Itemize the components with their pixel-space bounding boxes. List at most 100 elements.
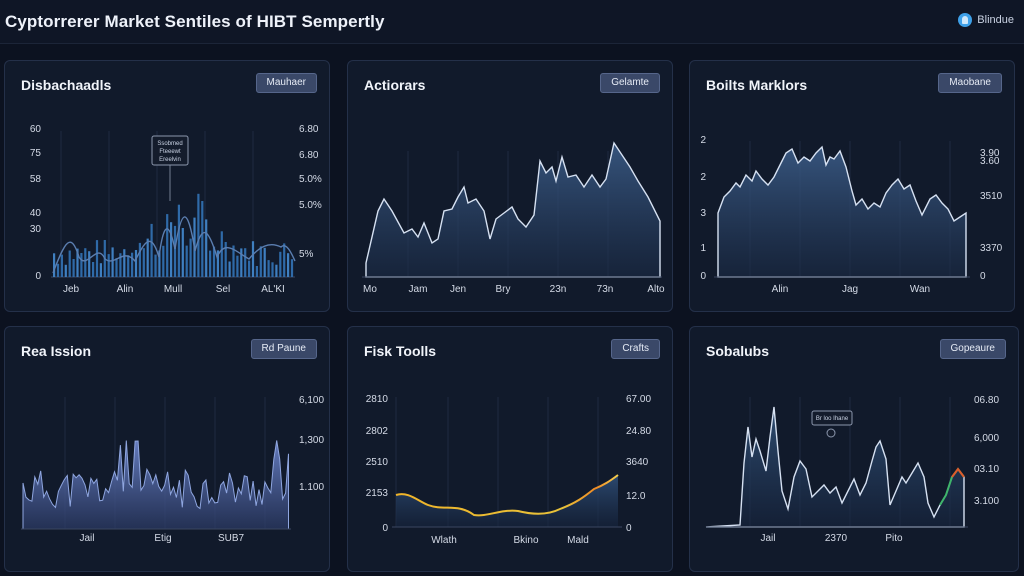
y-axis-right: 06.80 6,000 03.10 3.100 — [974, 395, 999, 507]
y-right-tick: 0 — [626, 523, 632, 534]
area-chart: Mo Jam Jen Bry 23n 73n Alto — [362, 141, 665, 295]
app-title: Cyptorrerer Market Sentiles of HIBT Semp… — [5, 12, 385, 31]
chart-bar — [209, 250, 212, 277]
chart-bar — [220, 231, 223, 277]
y-right-tick: 5.0% — [299, 200, 322, 211]
panel-action-button[interactable]: Gopeaure — [939, 339, 1006, 359]
x-tick: Jam — [409, 284, 428, 295]
panel-boilts-marklors: Boilts Marklors Maobane 2 2 3 1 0 3.90 3… — [689, 60, 1015, 312]
tooltip-line: Ereelvin — [159, 157, 181, 163]
user-menu[interactable]: Blindue — [958, 13, 1014, 27]
y-left-tick: 30 — [30, 224, 42, 235]
y-right-tick: 6.80 — [299, 124, 319, 135]
chart-bar — [127, 255, 130, 277]
y-right-tick: 5% — [299, 249, 314, 260]
panel-title: Boilts Marklors — [706, 77, 808, 93]
y-right-tick: 5.0% — [299, 174, 322, 185]
y-right-tick: 1.100 — [299, 482, 324, 493]
y-right-tick: 3510 — [980, 191, 1003, 202]
chart-bar — [236, 255, 239, 277]
line-series — [705, 406, 965, 528]
y-right-tick: 3640 — [626, 457, 649, 468]
chart-bar — [99, 263, 102, 277]
y-right-tick: 3.100 — [974, 496, 999, 507]
panel-actiorars: Actiorars Gelamte Mo Jam Jen Bry 23n 73n… — [347, 60, 673, 312]
x-tick: Pito — [885, 533, 903, 544]
chart-bar — [84, 248, 87, 277]
y-axis-left: 60 75 58 40 30 0 — [30, 124, 42, 282]
y-axis-left: 2 2 3 1 0 — [700, 135, 706, 282]
bar-line-chart: 60 75 58 40 30 0 6.80 6.80 5.0% 5.0% 5% … — [30, 124, 322, 295]
y-left-tick: 2153 — [366, 488, 389, 499]
y-right-tick: 1,300 — [299, 435, 324, 446]
x-tick: Wan — [910, 284, 930, 295]
user-avatar-icon[interactable] — [958, 13, 973, 27]
panel-title: Fisk Toolls — [364, 343, 437, 359]
chart-bar — [158, 250, 161, 277]
x-tick: Jail — [760, 533, 775, 544]
chart-bar — [95, 240, 99, 277]
chart-bar — [283, 243, 286, 277]
chart-bar — [205, 219, 208, 277]
chart-bar — [290, 259, 294, 277]
area-series — [365, 141, 661, 278]
y-right-tick: 3.90 — [980, 148, 1000, 159]
chart-bar — [64, 264, 67, 277]
tooltip-line: Fteeewt — [159, 149, 181, 155]
chart-bar — [142, 248, 145, 277]
y-axis-right: 3.90 3.60 3510 3370 0 — [980, 148, 1003, 282]
user-name[interactable]: Blindue — [977, 14, 1014, 26]
x-axis: Wlath Bkino Mald — [431, 535, 589, 546]
chart-bar — [123, 249, 126, 277]
panel-rea-ission: Rea Ission Rd Paune 6,100 1,300 1.100 Ja… — [4, 326, 330, 572]
chart-tooltip: Ssobmed Fteeewt Ereelvin — [151, 135, 189, 201]
volume-series — [22, 440, 289, 530]
panel-action-button[interactable]: Maobane — [938, 73, 1002, 93]
line-chart: Br loo Ihane 06.80 6,000 03.10 3.100 Jai… — [705, 395, 999, 544]
panel-sobalubs: Sobalubs Gopeaure Br loo Ihane 06.80 6,0… — [689, 326, 1019, 572]
chart-bar — [150, 223, 153, 277]
x-tick: Bry — [496, 284, 511, 295]
y-right-tick: 0 — [980, 271, 986, 282]
chart-bar — [162, 245, 165, 277]
chart-bar — [267, 260, 270, 277]
y-right-tick: 06.80 — [974, 395, 999, 406]
chart-bar — [166, 214, 169, 277]
y-right-tick: 03.10 — [974, 464, 999, 475]
chart-bar — [244, 248, 247, 277]
highlight-series-end — [951, 467, 965, 478]
tooltip-text: Br loo Ihane — [816, 416, 849, 422]
panel-title: Rea Ission — [21, 343, 92, 359]
chart-bar — [80, 253, 83, 277]
top-bar: Cyptorrerer Market Sentiles of HIBT Semp… — [0, 0, 1024, 44]
y-right-tick: 67.00 — [626, 394, 651, 405]
y-right-tick: 24.80 — [626, 426, 651, 437]
x-axis: Jeb Alin Mull Sel AL'KI — [63, 284, 285, 295]
chart-bar — [76, 248, 79, 277]
chart-bar — [92, 262, 95, 277]
y-left-tick: 75 — [30, 148, 42, 159]
x-tick: Alin — [772, 284, 789, 295]
panel-action-button[interactable]: Rd Paune — [250, 339, 317, 359]
chart-bar — [53, 253, 56, 277]
y-left-tick: 2 — [700, 172, 706, 183]
panel-action-button[interactable]: Mauhaer — [255, 73, 317, 93]
y-right-tick: 3370 — [980, 243, 1003, 254]
y-left-tick: 2810 — [366, 394, 389, 405]
y-left-tick: 0 — [700, 271, 706, 282]
x-tick: Alin — [117, 284, 134, 295]
x-tick: Jeb — [63, 284, 80, 295]
volume-chart: 6,100 1,300 1.100 Jail Etig SUB7 — [21, 395, 324, 544]
chart-bar — [111, 247, 114, 277]
y-right-tick: 6.80 — [299, 150, 319, 161]
y-axis-right: 6,100 1,300 1.100 — [299, 395, 324, 493]
panel-disbachaadls: Disbachaadls Mauhaer 60 75 58 40 30 0 6.… — [4, 60, 330, 312]
panel-action-button[interactable]: Gelamte — [600, 73, 660, 93]
x-tick: Mald — [567, 535, 589, 546]
x-tick: Jag — [842, 284, 858, 295]
x-tick: Jen — [450, 284, 466, 295]
panel-action-button[interactable]: Crafts — [611, 339, 660, 359]
chart-bar — [146, 238, 149, 277]
x-tick: Mo — [363, 284, 377, 295]
y-right-tick: 6,000 — [974, 433, 999, 444]
